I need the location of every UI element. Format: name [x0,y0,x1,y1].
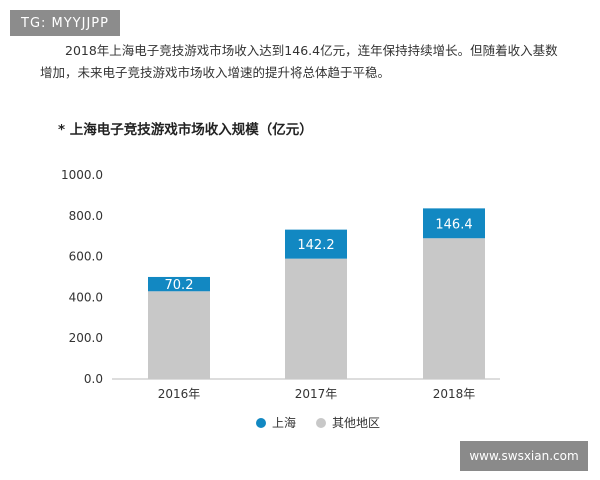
y-tick-label: 200.0 [69,331,103,345]
x-tick-label: 2017年 [295,387,338,401]
bar-data-label: 142.2 [297,238,334,253]
legend-label-shanghai: 上海 [272,415,296,430]
y-tick-label: 800.0 [69,209,103,223]
bar-data-label: 70.2 [165,278,194,293]
x-tick-label: 2018年 [433,387,476,401]
bar-other-regions [423,238,485,379]
bar-other-regions [148,291,210,379]
y-tick-label: 0.0 [84,372,103,386]
legend-marker-other [316,418,326,428]
legend-label-other: 其他地区 [332,416,380,430]
bar-shanghai [148,276,210,292]
y-tick-label: 1000.0 [61,168,103,182]
x-tick-label: 2016年 [158,387,201,401]
intro-text: 2018年上海电子竞技游戏市场收入达到146.4亿元，连年保持持续增长。但随着收… [40,43,558,80]
chart-title: * 上海电子竞技游戏市场收入规模（亿元） [58,122,313,138]
bar-shanghai [423,208,485,239]
bar-data-label: 146.4 [435,217,472,232]
bar-shanghai [285,229,347,259]
watermark-bottom: www.swsxian.com [460,441,588,471]
legend-marker-shanghai [256,418,266,428]
watermark-top: TG: MYYJJPP [10,10,120,36]
y-tick-label: 400.0 [69,290,103,304]
y-tick-label: 600.0 [69,250,103,264]
intro-paragraph: 2018年上海电子竞技游戏市场收入达到146.4亿元，连年保持持续增长。但随着收… [40,40,570,84]
bar-other-regions [285,258,347,379]
